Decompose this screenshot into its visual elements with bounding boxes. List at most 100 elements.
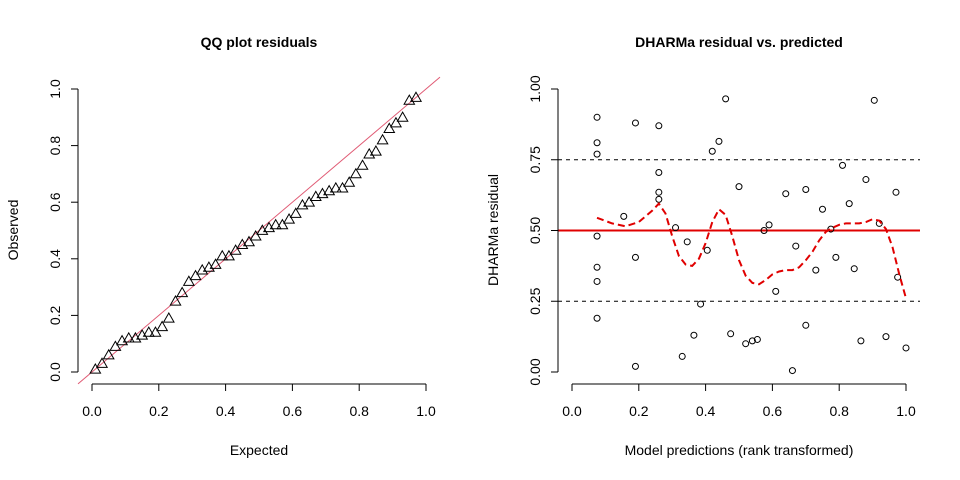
residual-point: [862, 176, 870, 184]
residual-y-axis-label: DHARMa residual: [485, 174, 501, 286]
qq-x-tick-label: 0.2: [149, 403, 169, 419]
qq-point: [162, 312, 175, 323]
qq-point: [396, 111, 409, 122]
residual-point: [708, 147, 716, 155]
residual-point: [593, 150, 601, 158]
qq-y-axis-label: Observed: [5, 200, 21, 261]
residual-point: [753, 335, 761, 343]
residual-point: [812, 266, 820, 274]
residual-x-tick-label: 0.2: [629, 403, 649, 419]
qq-point: [296, 198, 309, 210]
residual-y-tick-label: 1.00: [527, 75, 543, 102]
residual-point: [593, 113, 601, 121]
qq-y-ticks: 0.0 0.2 0.4 0.6 0.8 1.0: [47, 79, 78, 382]
qq-point: [256, 224, 269, 235]
residual-point: [735, 183, 743, 191]
qq-x-tick-label: 0.6: [283, 403, 303, 419]
qq-point: [156, 320, 169, 332]
residual-plot-title: DHARMa residual vs. predicted: [635, 34, 843, 50]
residual-point: [722, 95, 730, 103]
residual-point: [765, 221, 773, 229]
residual-point: [819, 205, 826, 213]
qq-point: [196, 263, 209, 275]
residual-point: [593, 263, 601, 271]
residual-point: [672, 224, 680, 232]
residual-point: [631, 119, 639, 127]
residual-point: [593, 139, 601, 147]
qq-x-tick-label: 0.4: [216, 403, 236, 419]
qq-point: [356, 159, 369, 170]
qq-point: [369, 145, 382, 156]
qq-point: [343, 176, 356, 187]
qq-point: [89, 362, 102, 374]
qq-point: [276, 218, 289, 230]
qq-points: [89, 91, 423, 374]
qq-point: [149, 326, 162, 337]
residual-x-tick-label: 0.4: [696, 403, 716, 419]
residual-point: [690, 331, 698, 339]
qq-point: [209, 258, 222, 269]
residual-point: [772, 287, 780, 295]
residual-point: [839, 161, 847, 169]
qq-point: [336, 181, 349, 193]
residual-point: [620, 212, 628, 220]
qq-point: [349, 167, 362, 179]
residual-point: [748, 337, 756, 345]
qq-y-tick-label: 0.6: [47, 192, 63, 212]
residual-point: [697, 300, 705, 308]
qq-point: [376, 133, 389, 145]
qq-y-tick-label: 0.8: [47, 136, 63, 156]
residual-point: [593, 314, 601, 322]
residual-point: [870, 96, 878, 104]
residual-y-tick-label: 0.50: [527, 217, 543, 244]
residual-hlines: [558, 159, 920, 302]
qq-y-tick-label: 0.2: [47, 305, 63, 325]
residual-points: [593, 95, 910, 375]
residual-point: [655, 188, 663, 196]
qq-plot-panel: QQ plot residuals 0.0 0.2 0.4 0.6 0.8 1.0 0.0…: [5, 34, 441, 458]
qq-point: [242, 235, 256, 247]
residual-point: [788, 367, 796, 375]
qq-point: [363, 147, 376, 159]
residual-point: [593, 232, 601, 240]
residual-point: [802, 185, 810, 193]
residual-point: [792, 242, 800, 250]
residual-point: [742, 340, 750, 348]
residual-point: [715, 137, 723, 145]
qq-point: [303, 195, 316, 207]
qq-y-tick-label: 0.0: [47, 362, 63, 382]
residual-point: [655, 122, 663, 130]
qq-plot-title: QQ plot residuals: [201, 34, 318, 50]
qq-point: [169, 295, 182, 306]
qq-point: [229, 244, 242, 255]
residual-point: [832, 253, 840, 261]
residual-y-ticks: 0.00 0.25 0.50 0.75 1.00: [527, 75, 558, 386]
qq-y-tick-label: 0.4: [47, 249, 63, 269]
residual-x-tick-label: 0.6: [763, 403, 783, 419]
qq-x-ticks: 0.0 0.2 0.4 0.6 0.8 1.0: [82, 384, 436, 419]
residual-plot-panel: DHARMa residual vs. predicted 0.0 0.2 0.4 0…: [485, 34, 920, 458]
residual-point: [593, 277, 601, 285]
residual-smooth-path: [596, 201, 907, 299]
qq-point: [282, 212, 296, 224]
residual-point: [894, 273, 902, 281]
residual-smooth-line: [596, 201, 907, 299]
residual-point: [760, 227, 768, 234]
qq-point: [269, 218, 282, 230]
residual-point: [727, 330, 735, 338]
qq-point: [95, 357, 109, 368]
qq-point: [189, 269, 202, 281]
qq-point: [142, 326, 155, 337]
residual-y-tick-label: 0.75: [527, 146, 543, 173]
qq-point: [109, 340, 122, 351]
residual-point: [631, 253, 639, 261]
residual-x-tick-label: 0.0: [562, 403, 582, 419]
residual-point: [655, 195, 663, 203]
qq-point: [182, 275, 195, 286]
qq-x-tick-label: 0.0: [82, 403, 102, 419]
residual-point: [683, 238, 691, 246]
qq-point: [389, 116, 403, 128]
residual-point: [902, 344, 910, 352]
residual-point: [850, 265, 858, 273]
